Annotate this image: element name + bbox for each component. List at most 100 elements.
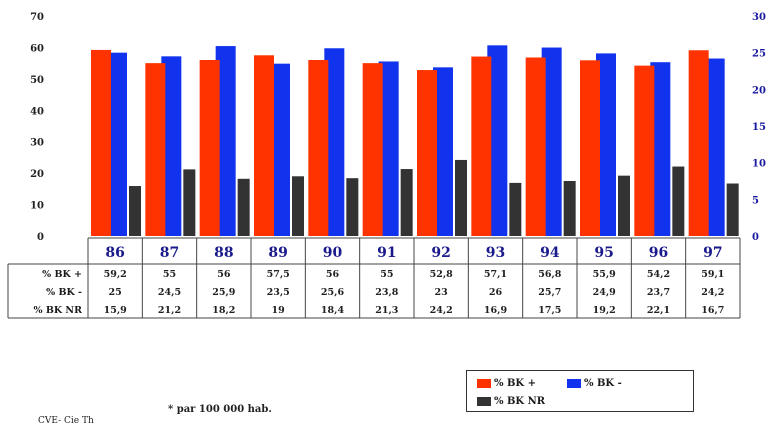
table-cell-0-87: 55	[163, 269, 176, 280]
bar-bk-nr-90	[346, 178, 359, 236]
bar-bk-nr-96	[672, 166, 685, 236]
year-label-90: 90	[323, 245, 343, 261]
table-row-label-0: % BK +	[42, 269, 82, 280]
table-cell-2-88: 18,2	[212, 305, 235, 316]
bar-bk-minus-94	[541, 47, 562, 237]
year-label-94: 94	[540, 245, 560, 261]
table-cell-2-95: 19,2	[593, 305, 616, 316]
table-cell-0-94: 56,8	[538, 269, 562, 280]
table-row-label-1: % BK -	[46, 287, 82, 298]
bar-bk-nr-86	[129, 186, 141, 236]
table-cell-2-86: 15,9	[104, 305, 128, 316]
table-cell-1-96: 23,7	[647, 287, 670, 298]
table-cell-0-91: 55	[380, 269, 393, 280]
left-axis-tick-0: 0	[37, 232, 44, 243]
bar-bk-plus-86	[91, 49, 111, 236]
year-label-86: 86	[105, 245, 124, 261]
right-axis: 0 5 10 15 20 25 30	[752, 12, 766, 243]
legend-swatch-bk-nr	[477, 397, 491, 406]
bar-bk-minus-95	[596, 53, 616, 237]
table-cell-1-88: 25,9	[212, 287, 236, 298]
legend-item-bk-plus: % BK +	[477, 378, 536, 389]
bar-bk-minus-87	[161, 56, 182, 237]
legend-item-bk-nr: % BK NR	[477, 396, 545, 407]
table-cell-0-95: 55,9	[593, 269, 617, 280]
bar-bk-plus-97	[688, 50, 709, 236]
bar-bk-plus-90	[308, 60, 329, 236]
footnote: * par 100 000 hab.	[168, 404, 272, 415]
bar-bk-minus-86	[107, 52, 127, 236]
bar-bk-minus-96	[650, 62, 671, 237]
table-cell-1-87: 24,5	[158, 287, 181, 298]
left-axis-tick-10: 10	[30, 201, 44, 212]
table-cell-2-89: 19	[272, 305, 286, 316]
left-axis-tick-70: 70	[30, 12, 44, 23]
bar-bk-minus-90	[324, 48, 345, 237]
bar-bk-nr-89	[292, 176, 304, 236]
table-cell-0-92: 52,8	[430, 269, 454, 280]
table-cell-1-89: 23,5	[267, 287, 290, 298]
left-axis-tick-60: 60	[30, 43, 44, 54]
data-table: 86 87 88 89 90 91 92 93 94 95 96 97 % BK + 59,2 55 56 57…	[7, 237, 741, 319]
bar-bk-plus-94	[525, 57, 546, 236]
left-axis-tick-50: 50	[30, 75, 44, 86]
bar-bk-minus-97	[704, 58, 725, 237]
table-cell-0-88: 56	[217, 269, 231, 280]
year-label-87: 87	[160, 245, 179, 261]
table-cell-2-87: 21,2	[158, 305, 181, 316]
year-label-97: 97	[703, 245, 722, 261]
left-axis-tick-40: 40	[30, 106, 44, 117]
table-cell-1-93: 26	[489, 287, 503, 298]
table-cell-2-92: 24,2	[430, 305, 453, 316]
legend: % BK + % BK - % BK NR	[466, 370, 694, 412]
table-cell-1-94: 25,7	[538, 287, 561, 298]
right-axis-tick-25: 25	[752, 49, 766, 60]
table-cell-1-92: 23	[435, 287, 448, 298]
year-label-93: 93	[486, 245, 505, 261]
right-axis-tick-30: 30	[752, 12, 766, 23]
bar-bk-minus-92	[433, 67, 453, 236]
bar-bk-nr-97	[726, 183, 739, 236]
legend-label-bk-minus: % BK -	[584, 378, 622, 389]
table-cell-1-86: 25	[109, 287, 122, 298]
table-cell-2-91: 21,3	[375, 305, 398, 316]
bar-bk-nr-93	[509, 182, 522, 236]
bar-bk-minus-91	[378, 61, 399, 236]
year-label-96: 96	[649, 245, 668, 261]
bar-bk-plus-89	[254, 55, 274, 237]
year-label-89: 89	[268, 245, 287, 261]
right-axis-tick-0: 0	[752, 232, 759, 243]
bar-bk-plus-91	[362, 63, 383, 237]
table-cell-0-89: 57,5	[267, 269, 290, 280]
bar-bk-plus-93	[471, 56, 492, 236]
right-axis-tick-15: 15	[752, 122, 766, 133]
bar-bk-plus-92	[417, 70, 437, 236]
year-label-88: 88	[214, 245, 233, 261]
table-cell-1-97: 24,2	[701, 287, 724, 298]
table-cell-0-93: 57,1	[484, 269, 507, 280]
legend-label-bk-plus: % BK +	[494, 378, 536, 389]
year-label-91: 91	[377, 245, 396, 261]
legend-label-bk-nr: % BK NR	[494, 396, 546, 407]
year-label-95: 95	[594, 245, 613, 261]
table-cell-2-93: 16,9	[484, 305, 508, 316]
bar-bk-nr-95	[618, 175, 630, 236]
bar-bk-minus-89	[270, 63, 290, 236]
left-axis: 0 10 20 30 40 50 60 70	[30, 12, 44, 243]
left-axis-tick-30: 30	[30, 138, 44, 149]
right-axis-tick-5: 5	[752, 195, 759, 206]
table-cell-1-95: 24,9	[593, 287, 617, 298]
table-cell-1-91: 23,8	[375, 287, 399, 298]
bar-bk-nr-88	[237, 178, 250, 236]
table-cell-0-86: 59,2	[104, 269, 127, 280]
bar-bk-nr-92	[455, 159, 467, 236]
right-axis-tick-20: 20	[752, 85, 766, 96]
table-cell-2-97: 16,7	[701, 305, 724, 316]
table-cell-0-90: 56	[326, 269, 340, 280]
left-axis-tick-20: 20	[30, 169, 44, 180]
legend-swatch-bk-plus	[477, 379, 491, 388]
table-cell-2-94: 17,5	[538, 305, 561, 316]
bar-bk-minus-88	[215, 46, 236, 236]
legend-item-bk-minus: % BK -	[567, 378, 622, 389]
